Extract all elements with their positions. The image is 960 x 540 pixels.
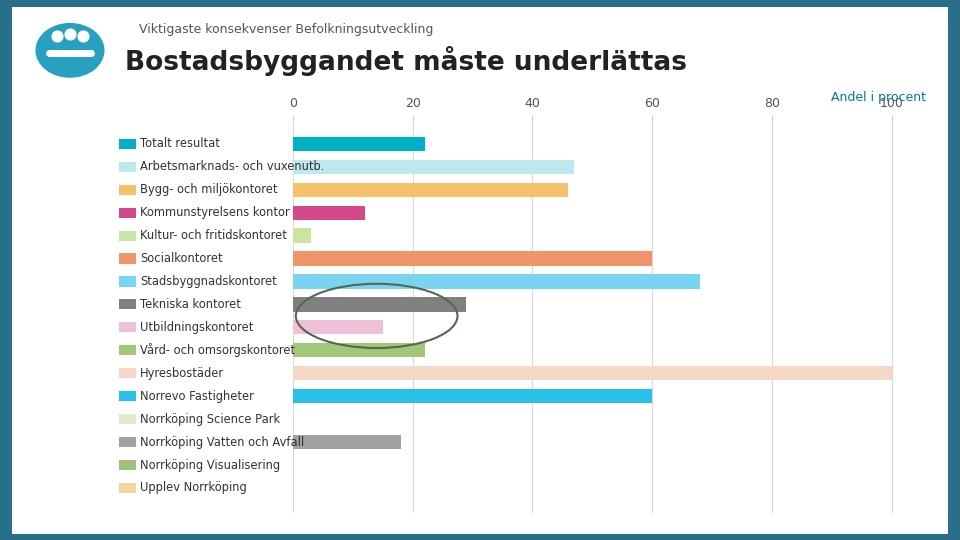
- Bar: [293, 183, 568, 197]
- Bar: [293, 366, 892, 380]
- Bar: [293, 137, 424, 151]
- Text: Norrköping Visualisering: Norrköping Visualisering: [140, 458, 280, 471]
- Bar: [293, 160, 574, 174]
- Bar: [119, 391, 136, 401]
- Bar: [119, 345, 136, 355]
- Bar: [119, 161, 136, 172]
- Bar: [119, 414, 136, 424]
- Point: [76, 32, 91, 40]
- Text: Kultur- och fritidskontoret: Kultur- och fritidskontoret: [140, 229, 287, 242]
- Text: Andel i procent: Andel i procent: [831, 91, 926, 104]
- Point: [62, 29, 78, 38]
- Text: Kommunstyrelsens kontor: Kommunstyrelsens kontor: [140, 206, 290, 219]
- Text: Bostadsbyggandet måste underlättas: Bostadsbyggandet måste underlättas: [125, 46, 686, 76]
- Text: Socialkontoret: Socialkontoret: [140, 252, 223, 265]
- Bar: [293, 435, 400, 449]
- Bar: [293, 228, 311, 242]
- Bar: [293, 252, 652, 266]
- Circle shape: [36, 24, 104, 77]
- Point: [49, 32, 64, 40]
- Bar: [119, 139, 136, 149]
- Text: Viktigaste konsekvenser Befolkningsutveckling: Viktigaste konsekvenser Befolkningsutvec…: [139, 23, 434, 36]
- Text: Norrköping Science Park: Norrköping Science Park: [140, 413, 280, 426]
- Text: Norrevo Fastigheter: Norrevo Fastigheter: [140, 390, 254, 403]
- Bar: [119, 368, 136, 379]
- Text: Norrköping Vatten och Avfall: Norrköping Vatten och Avfall: [140, 436, 304, 449]
- Bar: [293, 320, 383, 334]
- Text: Utbildningskontoret: Utbildningskontoret: [140, 321, 253, 334]
- Bar: [293, 389, 652, 403]
- Bar: [119, 207, 136, 218]
- Bar: [293, 206, 365, 220]
- Text: Bygg- och miljökontoret: Bygg- och miljökontoret: [140, 183, 277, 196]
- Bar: [119, 322, 136, 333]
- Bar: [119, 231, 136, 241]
- Bar: [119, 276, 136, 287]
- Text: Vård- och omsorgskontoret: Vård- och omsorgskontoret: [140, 343, 296, 357]
- Bar: [119, 437, 136, 447]
- Text: Totalt resultat: Totalt resultat: [140, 137, 220, 150]
- Bar: [293, 343, 424, 357]
- Bar: [119, 253, 136, 264]
- Bar: [119, 185, 136, 195]
- Bar: [293, 298, 467, 312]
- Bar: [119, 460, 136, 470]
- Text: Arbetsmarknads- och vuxenutb.: Arbetsmarknads- och vuxenutb.: [140, 160, 324, 173]
- Text: Upplev Norrköping: Upplev Norrköping: [140, 482, 247, 495]
- Text: Stadsbyggnadskontoret: Stadsbyggnadskontoret: [140, 275, 276, 288]
- Text: Tekniska kontoret: Tekniska kontoret: [140, 298, 241, 311]
- Bar: [119, 483, 136, 493]
- Bar: [293, 274, 700, 288]
- Text: Hyresbostäder: Hyresbostäder: [140, 367, 225, 380]
- Bar: [119, 299, 136, 309]
